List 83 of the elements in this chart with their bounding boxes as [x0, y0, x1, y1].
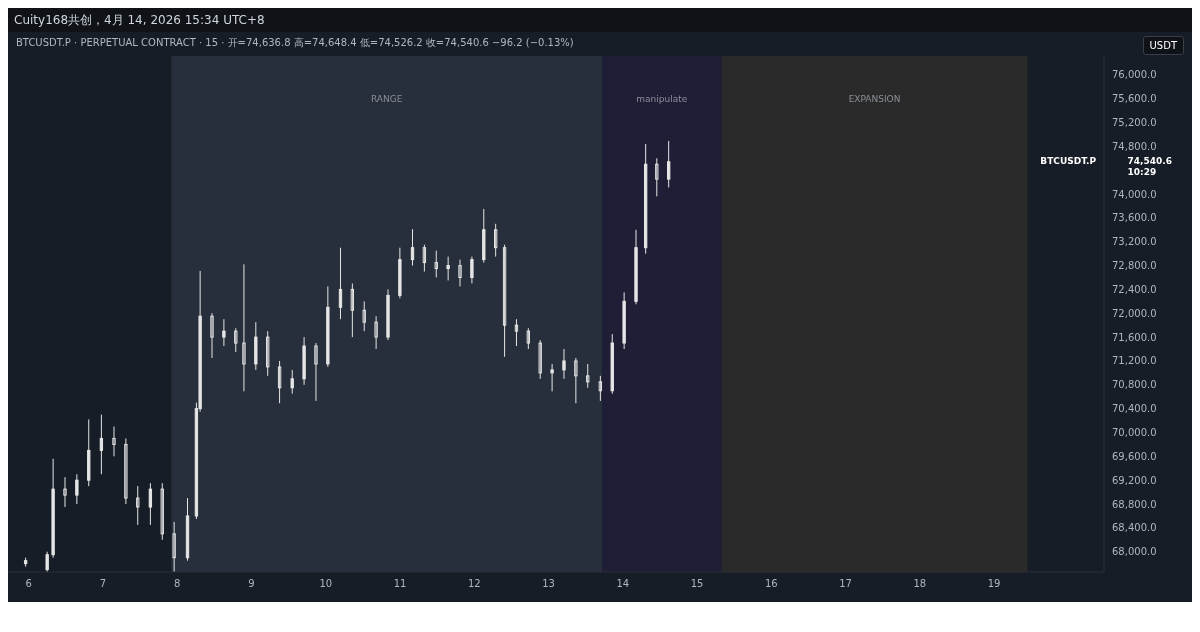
band-label: manipulate — [636, 94, 688, 105]
candlestick — [494, 223, 498, 258]
x-tick-label: 9 — [248, 578, 255, 590]
y-tick-label: 68,000.0 — [1112, 546, 1157, 558]
x-tick-label: 16 — [764, 578, 778, 590]
candlestick — [148, 482, 153, 526]
candlestick — [550, 363, 554, 392]
candlestick — [350, 282, 355, 338]
candlestick — [160, 482, 164, 541]
candlestick — [586, 363, 590, 389]
x-tick-label: 19 — [987, 578, 1001, 590]
y-tick-label: 68,800.0 — [1112, 498, 1157, 510]
y-tick-label: 72,400.0 — [1112, 283, 1157, 295]
y-tick-label: 76,000.0 — [1112, 69, 1157, 81]
candlestick — [242, 263, 246, 392]
candlestick — [124, 437, 128, 505]
y-tick-label: 75,600.0 — [1112, 93, 1157, 105]
candlestick — [434, 250, 438, 278]
candlestick — [234, 327, 238, 353]
candlestick — [574, 357, 578, 404]
candlestick — [290, 369, 294, 395]
y-tick-label: 68,400.0 — [1112, 522, 1157, 534]
candlestick — [446, 256, 450, 281]
text: 74,540.6 — [1127, 155, 1172, 167]
candlestick — [655, 157, 659, 197]
candlestick — [362, 300, 366, 332]
candlestick — [502, 244, 507, 358]
candlestick — [112, 426, 116, 457]
y-tick-label: 73,200.0 — [1112, 236, 1157, 248]
candlestick — [338, 247, 343, 320]
y-tick-label: 69,200.0 — [1112, 474, 1157, 486]
x-tick-label: 12 — [467, 578, 481, 590]
candlestick — [45, 551, 49, 572]
text: USDT — [1142, 36, 1184, 55]
x-tick-label: 11 — [393, 578, 407, 590]
candlestick — [458, 259, 462, 287]
candlestick — [538, 339, 542, 380]
chart-subtitle: BTCUSDT.P · PERPETUAL CONTRACT · 15 · 开=74,636.8 高=74,648.4 低=74,526.2 收=74,540.6 −96.2 (−0.13%) — [16, 36, 574, 50]
candlestick — [99, 414, 104, 475]
x-tick-label: 8 — [174, 578, 181, 590]
y-tick-label: 71,600.0 — [1112, 331, 1157, 343]
x-tick-label: 13 — [542, 578, 555, 590]
band-label: RANGE — [370, 94, 403, 105]
y-tick-label: 70,400.0 — [1112, 403, 1157, 415]
y-tick-label: 73,600.0 — [1112, 212, 1157, 224]
candlestick — [514, 318, 519, 347]
candlestick — [667, 140, 671, 188]
candlestick — [562, 348, 566, 380]
y-tick-label: 70,000.0 — [1112, 427, 1157, 439]
y-tick-label: 74,000.0 — [1112, 188, 1157, 200]
candlestick — [314, 342, 318, 402]
candlestick — [75, 473, 79, 505]
y-tick-label: 75,200.0 — [1112, 117, 1157, 129]
candlestick — [136, 485, 140, 526]
x-tick-label: 18 — [913, 578, 927, 590]
y-tick-label: 70,800.0 — [1112, 379, 1157, 391]
y-tick-label: 69,600.0 — [1112, 450, 1157, 462]
chart-title: Cuity168共创，4月 14, 2026 15:34 UTC+8 — [13, 12, 266, 29]
y-tick-label: 71,200.0 — [1112, 355, 1157, 367]
candlestick — [63, 476, 67, 508]
candlestick — [374, 315, 378, 350]
x-tick-label: 6 — [25, 578, 32, 590]
x-tick-label: 10 — [319, 578, 333, 590]
x-tick-label: 15 — [690, 578, 704, 590]
band-label: EXPANSION — [848, 94, 901, 105]
x-tick-label: 14 — [616, 578, 630, 590]
candlestick — [470, 256, 474, 284]
candlestick — [222, 318, 226, 347]
candlestick — [277, 360, 282, 404]
candlestick — [266, 330, 270, 377]
x-tick-label: 17 — [839, 578, 852, 590]
candlestick — [210, 312, 214, 359]
candlestick — [410, 228, 415, 267]
candlestick — [172, 521, 176, 572]
text: 10:29 — [1127, 166, 1158, 178]
y-tick-label: 72,800.0 — [1112, 260, 1157, 272]
x-tick-label: 7 — [99, 578, 107, 590]
y-tick-label: 74,800.0 — [1112, 140, 1157, 152]
candlestick — [598, 375, 603, 402]
annotation: BTCUSDT.P — [1040, 155, 1096, 166]
candlestick — [526, 327, 531, 350]
candlestick — [422, 244, 427, 273]
y-tick-label: 72,000.0 — [1112, 307, 1157, 319]
